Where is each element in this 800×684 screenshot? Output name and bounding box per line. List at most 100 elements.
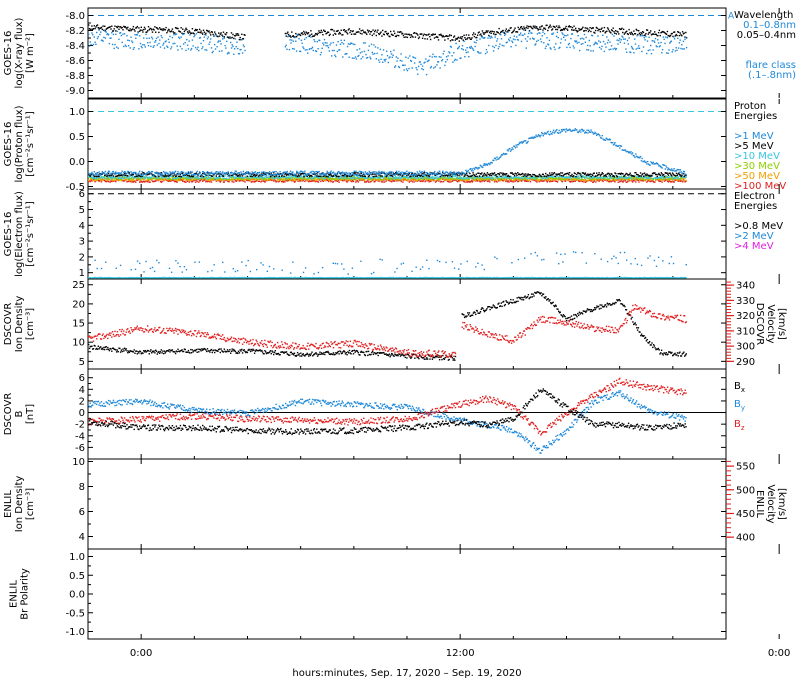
data-point — [413, 57, 414, 58]
data-point — [330, 42, 331, 43]
data-point — [459, 40, 460, 41]
data-point — [424, 62, 425, 63]
data-point — [458, 37, 459, 38]
data-point — [152, 38, 153, 39]
data-point — [89, 180, 90, 181]
data-point — [353, 30, 354, 31]
data-point — [513, 181, 514, 182]
data-point — [571, 177, 572, 178]
data-point — [557, 181, 558, 182]
data-point — [598, 181, 599, 182]
data-point — [439, 67, 440, 68]
data-point — [298, 178, 299, 179]
data-point — [433, 176, 434, 177]
data-point — [468, 178, 469, 179]
data-point — [597, 28, 598, 29]
data-point — [394, 178, 395, 179]
data-point — [203, 30, 204, 31]
data-point — [344, 29, 345, 30]
data-point — [489, 181, 490, 182]
data-point — [534, 38, 535, 39]
data-point — [332, 29, 333, 30]
data-point — [380, 59, 381, 60]
y-tick-label: 1.0 — [69, 107, 85, 118]
data-point — [187, 177, 188, 178]
data-point — [165, 40, 166, 41]
data-point — [641, 33, 642, 34]
data-point — [209, 32, 210, 33]
data-point — [240, 37, 241, 38]
data-point — [384, 181, 385, 182]
data-point — [535, 27, 536, 28]
data-point — [355, 178, 356, 179]
data-point — [544, 33, 545, 34]
data-point — [578, 176, 579, 177]
data-point — [372, 52, 373, 53]
data-point — [187, 31, 188, 32]
data-point — [157, 36, 158, 37]
data-point — [583, 175, 584, 176]
data-point — [329, 180, 330, 181]
data-point — [621, 39, 622, 40]
data-point — [106, 180, 107, 181]
data-point — [220, 32, 221, 33]
data-point — [502, 177, 503, 178]
data-point — [414, 32, 415, 33]
data-point — [401, 179, 402, 180]
data-point — [477, 35, 478, 36]
data-point — [321, 32, 322, 33]
data-point — [174, 174, 175, 175]
data-point — [440, 57, 441, 58]
data-point — [569, 47, 570, 48]
data-point — [475, 34, 476, 35]
data-point — [338, 182, 339, 183]
data-point — [471, 46, 472, 47]
data-point — [678, 47, 679, 48]
data-point — [212, 51, 213, 52]
data-point — [506, 42, 507, 43]
data-point — [107, 175, 108, 176]
data-point — [372, 173, 373, 174]
data-point — [308, 36, 309, 37]
data-point — [384, 60, 385, 61]
data-point — [575, 28, 576, 29]
data-point — [422, 65, 423, 66]
data-point — [676, 35, 677, 36]
data-point — [188, 48, 189, 49]
data-point — [649, 32, 650, 33]
data-point — [329, 50, 330, 51]
data-point — [608, 40, 609, 41]
data-point — [324, 39, 325, 40]
data-point — [474, 36, 475, 37]
data-point — [539, 33, 540, 34]
data-point — [325, 178, 326, 179]
data-point — [371, 31, 372, 32]
data-point — [557, 32, 558, 33]
data-point — [527, 28, 528, 29]
data-point — [301, 176, 302, 177]
data-point — [283, 181, 284, 182]
data-point — [438, 61, 439, 62]
data-point — [98, 27, 99, 28]
data-point — [221, 50, 222, 51]
data-point — [115, 177, 116, 178]
data-point — [408, 177, 409, 178]
data-point — [540, 29, 541, 30]
data-point — [463, 35, 464, 36]
data-point — [131, 177, 132, 178]
data-point — [208, 30, 209, 31]
data-point — [110, 37, 111, 38]
data-point — [638, 30, 639, 31]
data-point — [630, 34, 631, 35]
data-point — [664, 43, 665, 44]
data-point — [546, 37, 547, 38]
data-point — [613, 48, 614, 49]
data-point — [218, 40, 219, 41]
data-point — [504, 35, 505, 36]
data-point — [347, 33, 348, 34]
data-point — [345, 30, 346, 31]
data-point — [404, 65, 405, 66]
data-point — [458, 47, 459, 48]
data-point — [224, 175, 225, 176]
data-point — [150, 28, 151, 29]
